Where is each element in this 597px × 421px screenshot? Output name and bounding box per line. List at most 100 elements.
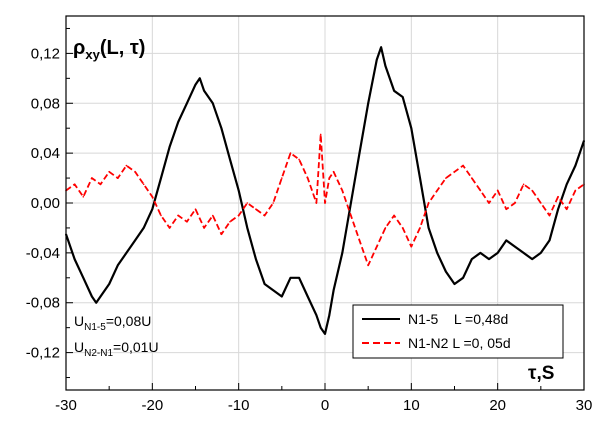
y-tick-label: -0,12 xyxy=(26,345,60,362)
data-point-n1-n2 xyxy=(393,214,395,217)
data-point-n1-5 xyxy=(376,58,378,61)
data-point-n1-5 xyxy=(255,258,257,260)
data-point-n1-5 xyxy=(186,102,188,105)
data-point-n1-n2 xyxy=(237,214,240,217)
y-tick-label: 0,04 xyxy=(31,145,60,162)
x-tick-label: 30 xyxy=(576,397,593,414)
data-point-n1-n2 xyxy=(306,177,309,179)
data-point-n1-5 xyxy=(462,277,464,279)
data-point-n1-n2 xyxy=(376,245,378,248)
data-point-n1-n2 xyxy=(246,202,249,204)
data-point-n1-n2 xyxy=(203,227,205,229)
data-point-n1-5 xyxy=(315,314,318,317)
data-point-n1-5 xyxy=(505,239,508,242)
data-point-n1-5 xyxy=(199,77,201,80)
data-point-n1-n2 xyxy=(168,227,171,229)
data-point-n1-n2 xyxy=(514,202,516,204)
series-line-n1-5 xyxy=(64,46,586,335)
data-point-n1-n2 xyxy=(574,189,577,192)
annotation-u-n2-n1: UN2-N1=0,01U xyxy=(74,339,159,359)
data-point-n1-n2 xyxy=(117,177,119,179)
data-point-n1-n2 xyxy=(401,227,404,229)
annotation-u-n1-5: UN1-5=0,08U xyxy=(74,313,151,333)
legend-label-n1-5: N1-5 L =0,48d xyxy=(408,311,508,327)
data-point-n1-5 xyxy=(142,227,145,229)
data-point-n1-n2 xyxy=(358,239,361,242)
data-point-n1-n2 xyxy=(289,152,292,154)
data-point-n1-5 xyxy=(319,326,322,329)
annotation-u-n2-n1-sub: N2-N1 xyxy=(84,348,113,359)
data-point-n1-n2 xyxy=(212,214,214,217)
data-point-n1-n2 xyxy=(82,196,85,198)
data-point-n1-n2 xyxy=(73,183,76,186)
data-point-n1-5 xyxy=(117,264,119,267)
data-point-n1-5 xyxy=(471,258,473,260)
data-point-n1-n2 xyxy=(471,177,473,179)
data-point-n1-n2 xyxy=(531,189,533,192)
data-point-n1-5 xyxy=(574,164,577,167)
annotation-u-n2-n1-main: U xyxy=(74,339,84,355)
y-axis-label-tail: (L, τ) xyxy=(100,37,146,59)
y-tick-label: -0,04 xyxy=(26,245,60,262)
data-point-n1-n2 xyxy=(324,202,326,204)
data-point-n1-n2 xyxy=(462,164,464,167)
data-point-n1-n2 xyxy=(194,208,197,210)
data-point-n1-n2 xyxy=(177,214,179,217)
data-point-n1-n2 xyxy=(341,189,344,192)
data-point-n1-5 xyxy=(203,90,205,92)
data-point-n1-5 xyxy=(358,152,361,154)
data-point-n1-5 xyxy=(91,295,93,298)
data-point-n1-5 xyxy=(95,301,97,304)
data-point-n1-5 xyxy=(453,283,456,285)
y-tick-label: 0,00 xyxy=(31,195,60,212)
data-point-n1-n2 xyxy=(151,196,154,198)
data-point-n1-5 xyxy=(281,295,283,298)
data-point-n1-5 xyxy=(134,239,136,242)
data-point-n1-5 xyxy=(488,258,490,260)
data-point-n1-5 xyxy=(272,289,275,292)
data-point-n1-5 xyxy=(212,102,214,105)
data-point-n1-5 xyxy=(401,96,404,98)
annotation-u-n1-5-sub: N1-5 xyxy=(84,322,106,333)
data-point-n1-n2 xyxy=(220,233,223,235)
data-point-n1-5 xyxy=(367,102,370,105)
data-point-n1-5 xyxy=(324,333,326,335)
data-point-n1-5 xyxy=(289,277,292,279)
data-point-n1-5 xyxy=(298,277,300,279)
data-point-n1-5 xyxy=(108,283,110,285)
data-point-n1-n2 xyxy=(522,183,525,186)
data-point-n1-5 xyxy=(384,65,387,67)
data-point-n1-n2 xyxy=(108,171,110,173)
data-point-n1-n2 xyxy=(319,133,322,136)
data-point-n1-5 xyxy=(393,90,395,92)
data-point-n1-5 xyxy=(565,183,568,186)
data-point-n1-5 xyxy=(479,252,482,254)
data-point-n1-5 xyxy=(548,239,551,242)
data-point-n1-n2 xyxy=(142,183,145,186)
data-point-n1-n2 xyxy=(436,189,439,192)
data-point-n1-5 xyxy=(177,121,179,123)
data-point-n1-n2 xyxy=(427,202,430,204)
data-point-n1-5 xyxy=(445,270,447,273)
data-point-n1-n2 xyxy=(496,189,499,192)
x-tick-label: 20 xyxy=(489,397,506,414)
data-point-n1-5 xyxy=(410,127,413,129)
data-point-n1-n2 xyxy=(505,208,508,210)
data-point-n1-5 xyxy=(557,208,559,210)
y-tick-label: -0,08 xyxy=(26,295,60,312)
data-point-n1-n2 xyxy=(263,214,266,217)
data-point-n1-n2 xyxy=(315,202,318,204)
data-point-n1-5 xyxy=(246,227,249,229)
x-tick-label: -30 xyxy=(55,397,77,414)
data-point-n1-5 xyxy=(427,227,430,229)
data-point-n1-n2 xyxy=(350,214,352,217)
data-point-n1-5 xyxy=(436,252,439,254)
data-point-n1-5 xyxy=(306,295,309,298)
data-point-n1-5 xyxy=(237,189,240,192)
data-point-n1-n2 xyxy=(281,177,283,179)
data-point-n1-n2 xyxy=(134,171,136,173)
data-point-n1-n2 xyxy=(540,202,542,204)
x-axis-label: τ,S xyxy=(528,363,554,384)
tick-layer: -30 -20 -10 0 10 20 30 0,12 0,08 0,04 0,00 -0,04 -0,… xyxy=(26,27,593,414)
